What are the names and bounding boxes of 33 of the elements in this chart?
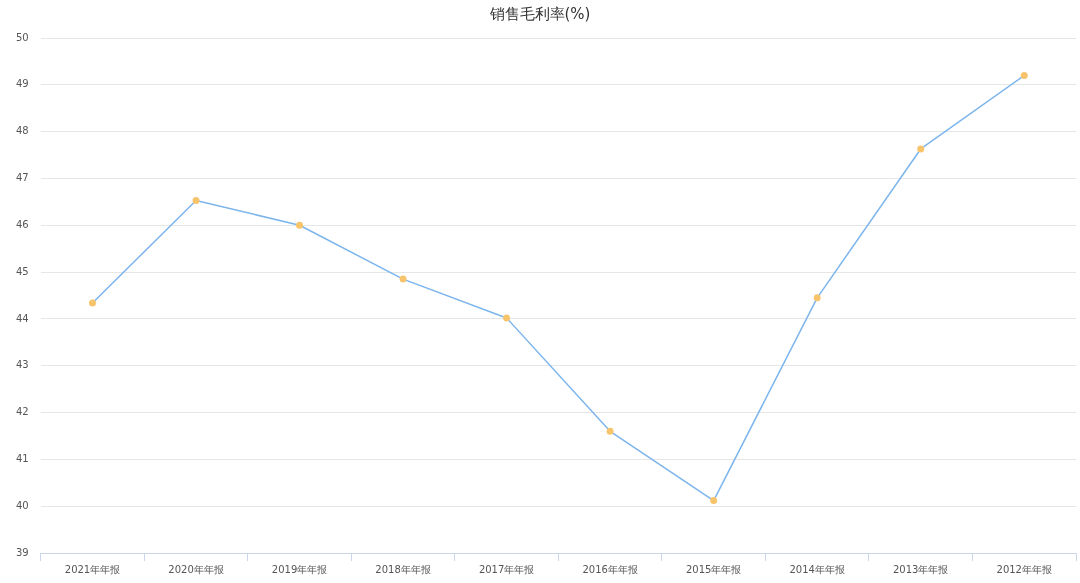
x-tick-label: 2016年年报: [582, 563, 638, 575]
y-tick-label: 46: [15, 218, 29, 230]
chart-title: 销售毛利率(%): [488, 4, 591, 23]
y-tick-label: 44: [15, 312, 29, 324]
point: [813, 294, 821, 302]
y-tick-label: 43: [15, 359, 29, 371]
point: [88, 299, 96, 307]
x-tick-label: 2014年年报: [789, 563, 845, 575]
y-tick-label: 49: [15, 78, 29, 90]
y-tick-label: 42: [15, 406, 29, 418]
point: [1020, 71, 1028, 79]
x-tick-label: 2021年年报: [64, 563, 121, 575]
y-tick-label: 39: [15, 546, 29, 558]
point: [917, 145, 925, 153]
x-tick-label: 2012年年报: [996, 563, 1052, 575]
point: [606, 427, 614, 435]
x-tick-label: 2019年年报: [271, 563, 328, 575]
y-tick-label: 47: [15, 172, 29, 184]
point: [710, 497, 718, 505]
point: [399, 275, 407, 283]
x-tick-label: 2017年年报: [478, 563, 535, 575]
point: [296, 221, 304, 229]
y-tick-label: 50: [15, 31, 29, 43]
x-tick-label: 2015年年报: [685, 563, 742, 575]
y-tick-label: 48: [15, 125, 29, 137]
point: [192, 196, 200, 204]
x-tick-label: 2018年年报: [375, 563, 431, 575]
y-tick-label: 40: [15, 499, 29, 511]
y-tick-label: 41: [15, 452, 29, 464]
y-tick-label: 45: [15, 265, 29, 277]
x-tick-label: 2013年年报: [892, 563, 949, 575]
point: [503, 314, 511, 322]
x-tick-label: 2020年年报: [168, 563, 224, 575]
